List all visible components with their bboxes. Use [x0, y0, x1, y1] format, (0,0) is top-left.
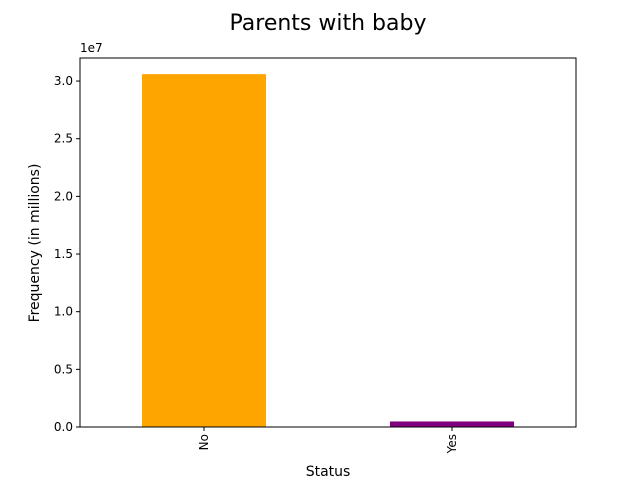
x-axis-ticks: No Yes: [197, 427, 459, 454]
bar-no: [142, 74, 266, 428]
bar-yes: [390, 421, 514, 427]
y-tick-label: 2.0: [54, 189, 73, 203]
plot-frame: [79, 57, 577, 428]
x-tick-label: Yes: [445, 434, 459, 454]
y-axis-ticks: 0.0 0.5 1.0 1.5 2.0 2.5 3.0: [54, 74, 80, 434]
bars-group: [142, 74, 514, 428]
x-tick-label: No: [197, 434, 211, 450]
y-tick-label: 2.5: [54, 132, 73, 146]
chart-title: Parents with baby: [230, 11, 427, 36]
y-tick-label: 0.5: [54, 362, 73, 376]
y-tick-label: 1.0: [54, 305, 73, 319]
x-axis-label: Status: [306, 464, 351, 480]
y-axis-label: Frequency (in millions): [27, 164, 43, 323]
y-tick-label: 3.0: [54, 74, 73, 88]
y-tick-label: 1.5: [54, 247, 73, 261]
y-tick-label: 0.0: [54, 420, 73, 434]
y-offset-label: 1e7: [80, 41, 103, 55]
